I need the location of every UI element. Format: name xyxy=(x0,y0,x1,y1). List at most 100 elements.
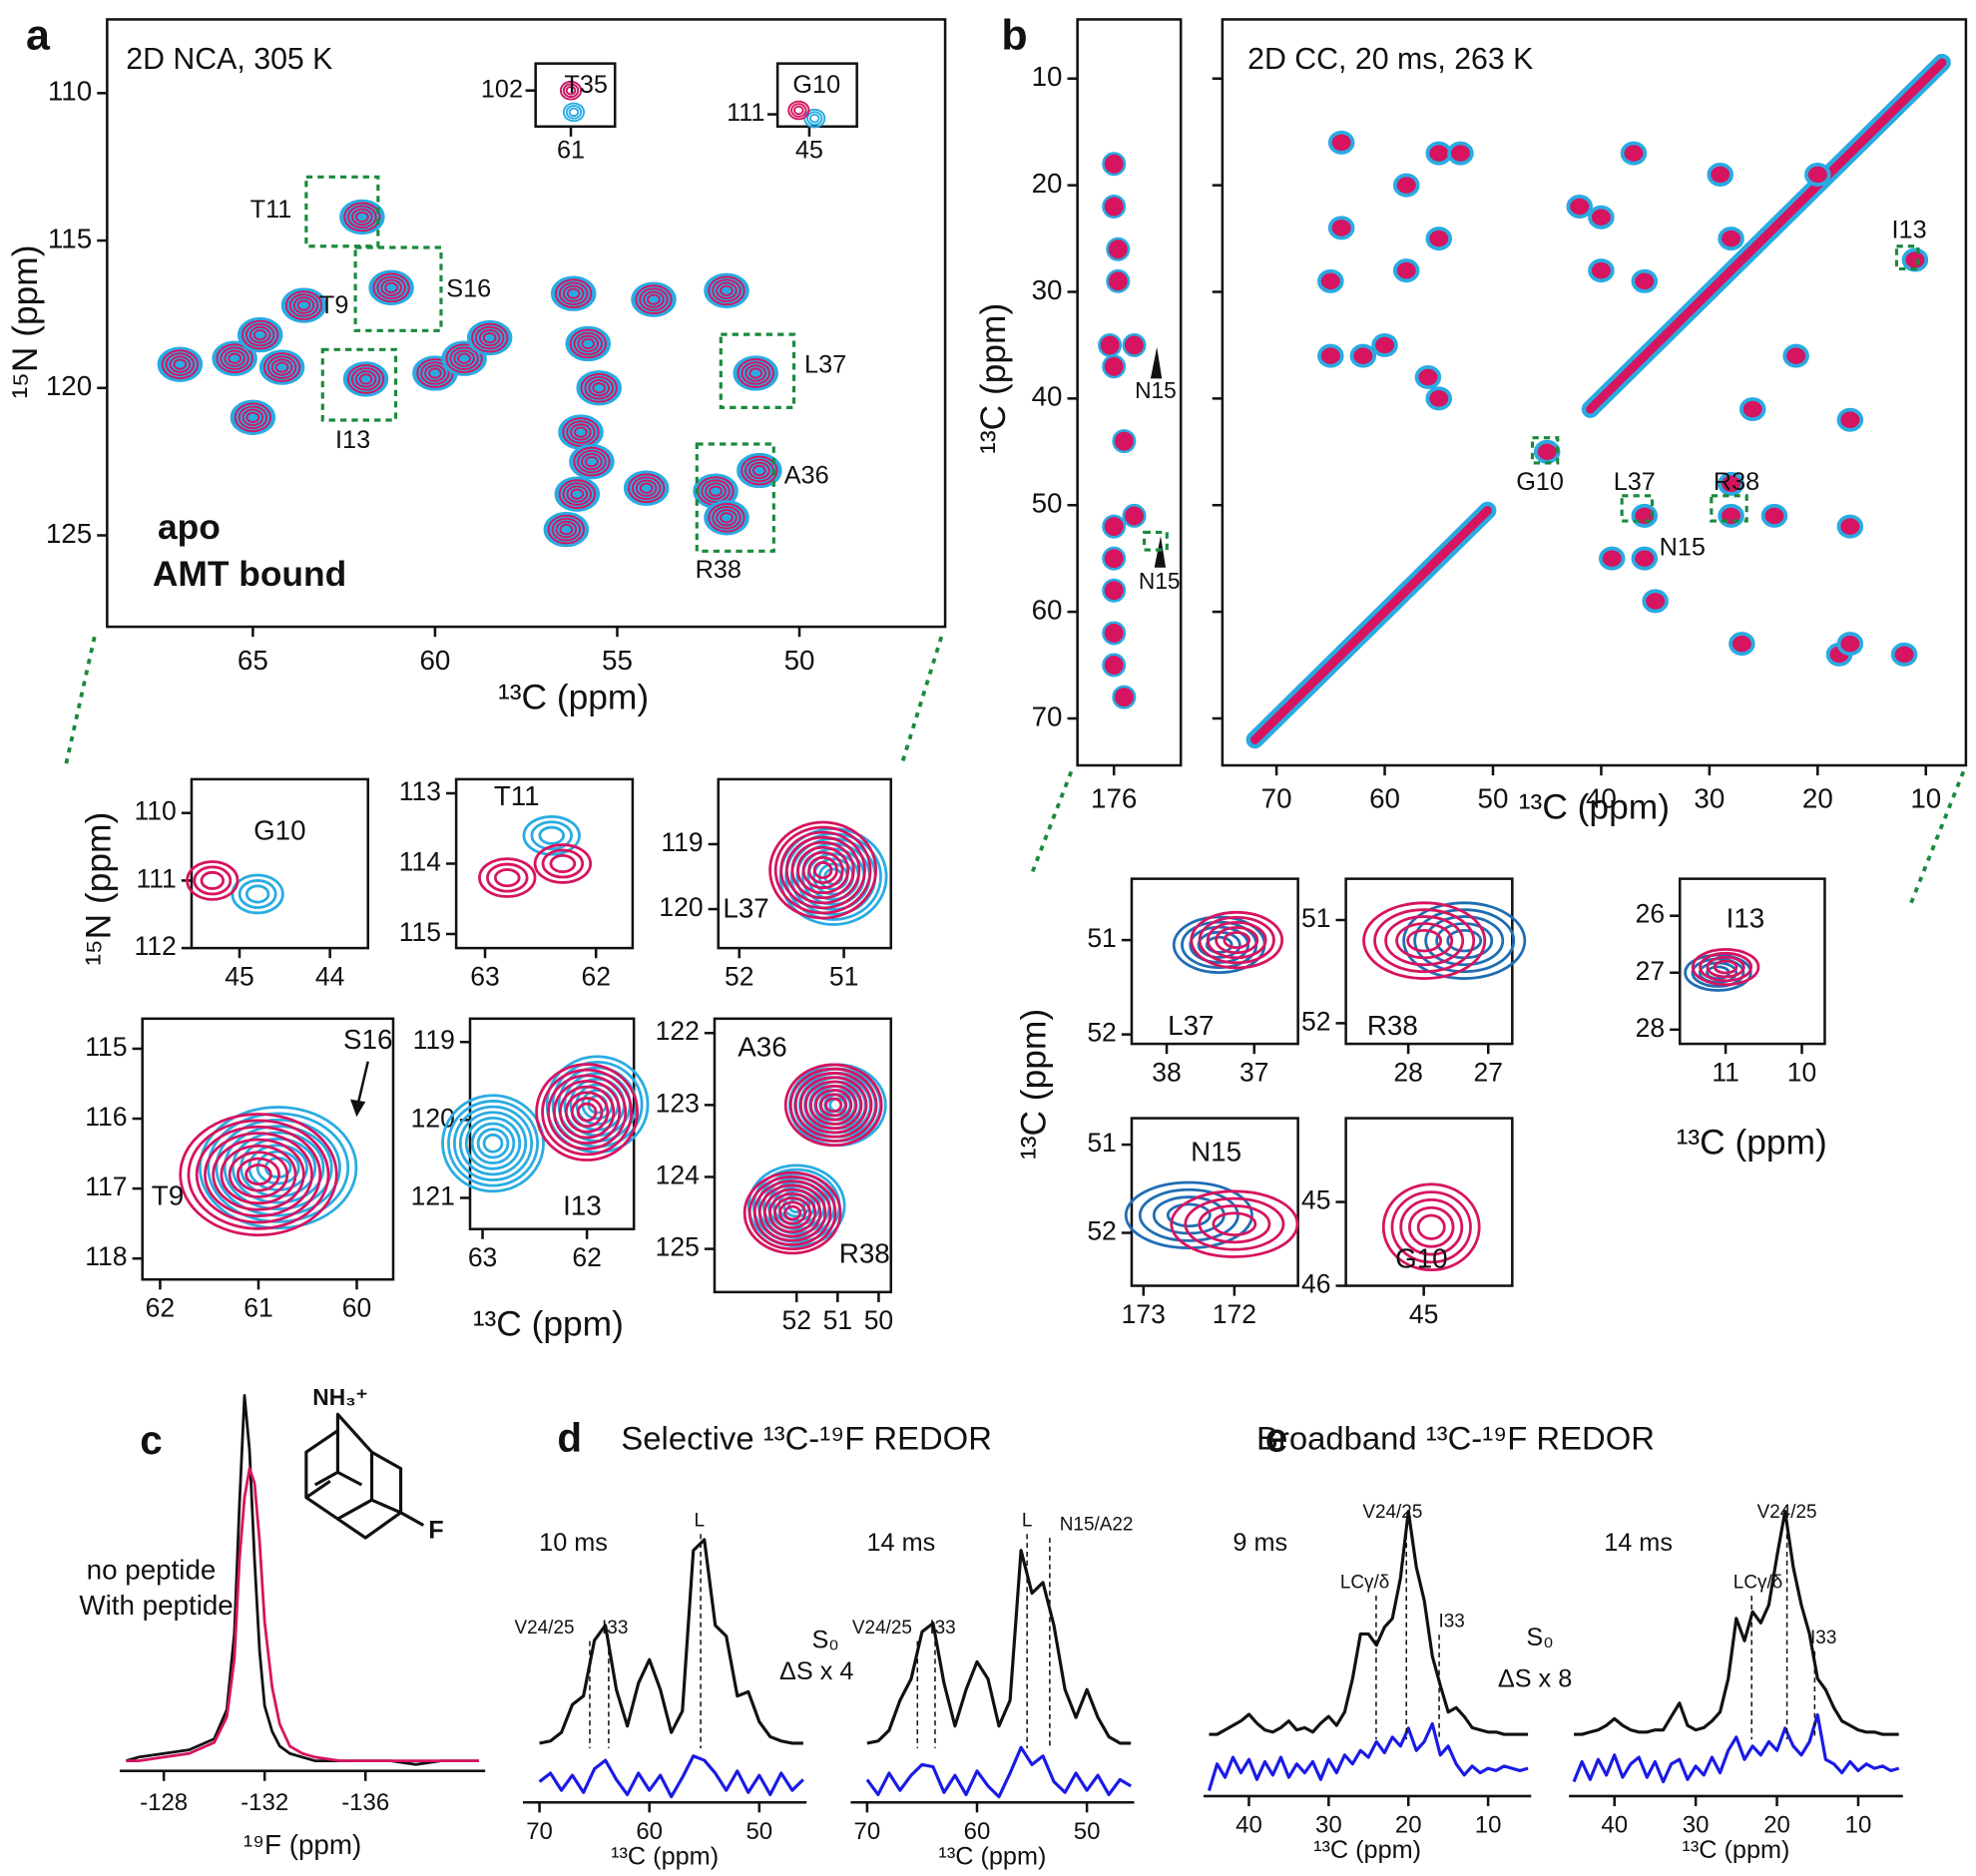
contour xyxy=(562,102,586,123)
peak-label: LCγ/δ xyxy=(1733,1573,1782,1594)
contour xyxy=(819,1093,848,1118)
contour xyxy=(212,1138,305,1211)
contour xyxy=(773,1196,812,1229)
y-tick-label: 111 xyxy=(727,99,764,127)
peak-label: L37 xyxy=(1614,468,1656,496)
y-axis-label: ¹³C (ppm) xyxy=(1014,1009,1053,1160)
contour xyxy=(635,284,673,314)
y-tick-label: 115 xyxy=(399,917,441,947)
contour xyxy=(1807,166,1827,184)
x-tick-label: 51 xyxy=(823,1305,852,1335)
contour xyxy=(1711,166,1730,184)
x-tick-label: 40 xyxy=(1601,1812,1628,1839)
contour xyxy=(631,476,662,500)
contour xyxy=(200,870,226,890)
contour xyxy=(236,1157,280,1192)
legend-label: S₀ xyxy=(811,1626,838,1653)
x-tick-label: 61 xyxy=(244,1293,272,1323)
peak-label: G10 xyxy=(253,814,305,845)
y-tick-label: 20 xyxy=(1032,168,1063,199)
peak-label: T9 xyxy=(319,291,348,319)
contour xyxy=(566,485,589,503)
contour xyxy=(778,1200,807,1225)
x-tick-label: 10 xyxy=(1910,783,1941,814)
contour xyxy=(228,1151,289,1198)
x-tick-label: 37 xyxy=(1239,1057,1268,1087)
contour xyxy=(1840,411,1860,428)
contour xyxy=(1223,931,1251,950)
y-tick-label: 118 xyxy=(85,1241,127,1271)
contour xyxy=(530,820,573,851)
contour xyxy=(248,325,271,344)
x-tick-label: 173 xyxy=(1122,1299,1166,1329)
contour xyxy=(372,272,410,303)
x-tick-label: 40 xyxy=(1235,1812,1262,1839)
plot-frame xyxy=(717,777,893,950)
peak-label: R38 xyxy=(1714,468,1759,496)
contour xyxy=(1408,1205,1455,1248)
x-tick-label: 50 xyxy=(745,1818,772,1845)
contour xyxy=(458,1111,528,1176)
contour xyxy=(752,464,766,477)
contour xyxy=(790,840,855,900)
contour xyxy=(288,293,319,317)
highlight-box xyxy=(695,442,775,553)
spectrum-delta xyxy=(865,1745,1132,1799)
contour xyxy=(478,328,501,347)
y-tick-label: 110 xyxy=(135,796,177,826)
contour xyxy=(1320,347,1340,364)
contour xyxy=(767,1191,817,1234)
contour xyxy=(173,358,188,370)
contour xyxy=(1396,177,1416,194)
contour xyxy=(538,825,566,845)
contour xyxy=(445,343,483,374)
contour xyxy=(1206,921,1267,960)
contour xyxy=(1331,134,1351,152)
spectrum-s0 xyxy=(1209,1509,1529,1736)
contour xyxy=(1138,1187,1239,1242)
peak-label: T9 xyxy=(152,1179,184,1210)
contour xyxy=(1114,688,1134,707)
contour xyxy=(737,452,782,489)
contour xyxy=(808,113,820,124)
contour xyxy=(558,281,589,305)
contour xyxy=(447,1100,539,1187)
contour xyxy=(1198,1204,1271,1244)
arrow-head xyxy=(1150,346,1163,379)
peak-label: I33 xyxy=(1439,1612,1465,1633)
contour xyxy=(562,417,600,447)
plot-frame xyxy=(1221,18,1968,767)
legend-label: S₀ xyxy=(1526,1624,1553,1651)
y-tick-label: 52 xyxy=(1087,1018,1116,1048)
contour xyxy=(635,479,658,497)
contour xyxy=(238,879,277,909)
contour xyxy=(195,1125,322,1224)
y-tick-label: 60 xyxy=(1032,594,1063,625)
contour xyxy=(1353,347,1373,364)
contour xyxy=(342,361,389,397)
y-tick-label: 30 xyxy=(1032,274,1063,305)
y-tick-label: 50 xyxy=(1032,488,1063,519)
y-tick-label: 122 xyxy=(656,1016,700,1046)
highlight-box xyxy=(1530,436,1560,465)
contour xyxy=(1384,915,1465,967)
peak-label: I13 xyxy=(1892,216,1927,243)
y-tick-label: 120 xyxy=(659,892,703,922)
contour xyxy=(1413,908,1516,974)
contour xyxy=(562,482,593,506)
y-axis-label: ¹³C (ppm) xyxy=(974,303,1013,454)
contour xyxy=(384,281,398,293)
contour xyxy=(720,284,734,296)
contour xyxy=(1104,197,1124,217)
contour xyxy=(708,502,745,533)
contour xyxy=(1624,145,1644,162)
contour xyxy=(737,358,774,388)
y-tick-label: 70 xyxy=(1032,701,1063,731)
contour xyxy=(716,281,738,299)
legend-label: ΔS x 4 xyxy=(779,1657,853,1685)
x-tick-label: 20 xyxy=(1395,1812,1422,1839)
contour xyxy=(1764,507,1784,525)
contour xyxy=(471,322,509,353)
x-tick-label: 60 xyxy=(636,1818,663,1845)
contour xyxy=(246,411,260,423)
